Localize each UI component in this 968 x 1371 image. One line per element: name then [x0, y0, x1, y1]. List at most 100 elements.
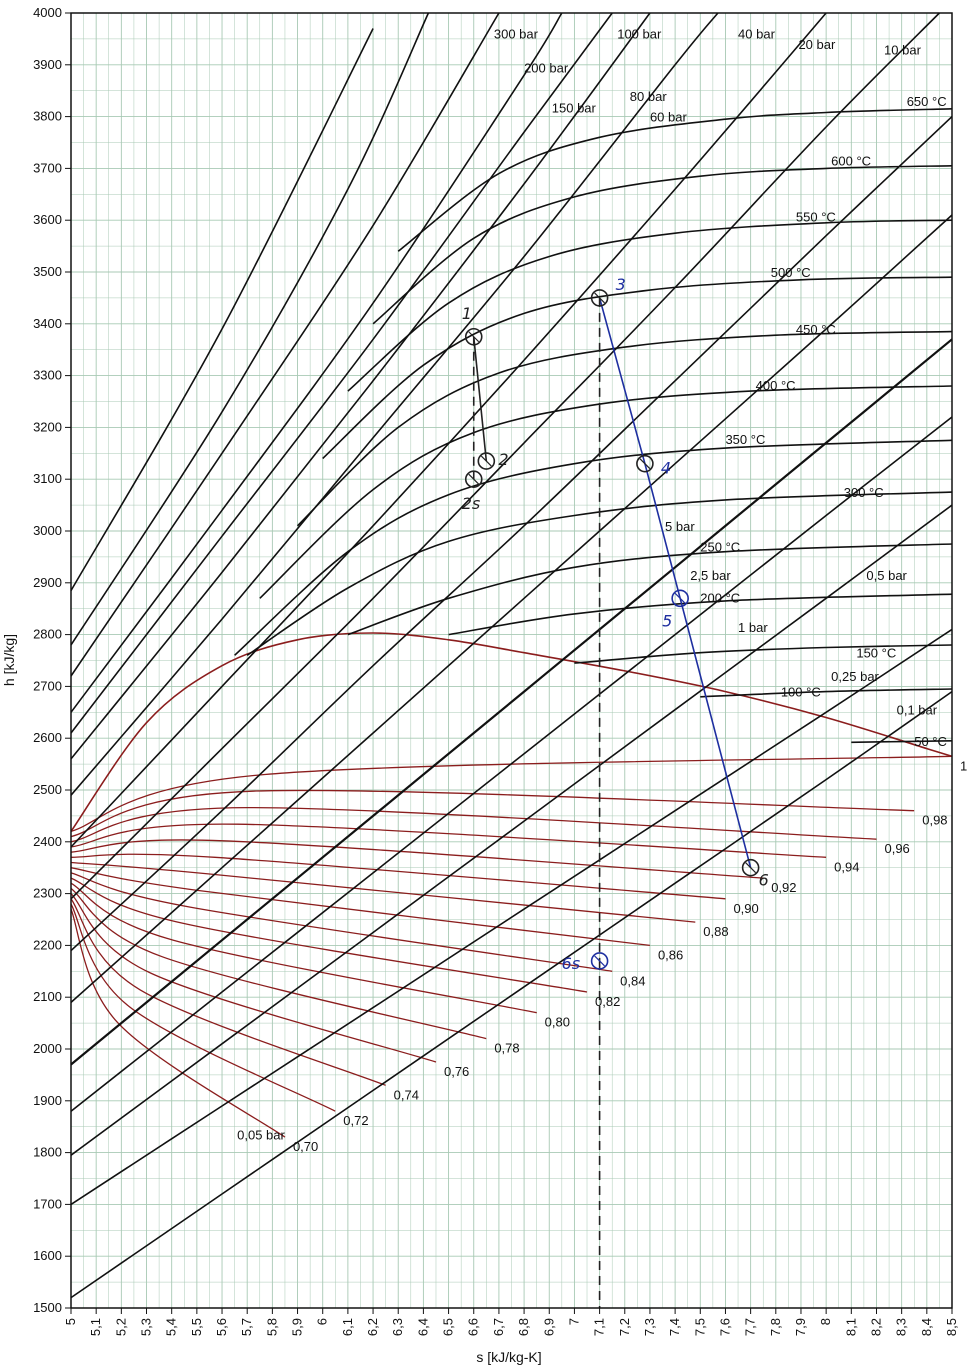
x-tick-label: 7,9	[793, 1318, 808, 1336]
y-tick-label: 4000	[33, 5, 62, 20]
state-point-label: 1	[462, 304, 472, 323]
isobar-line	[70, 12, 430, 646]
quality-line	[70, 877, 588, 993]
y-tick-label: 2600	[33, 730, 62, 745]
isotherm-line	[397, 108, 953, 252]
state-point-label: 3	[616, 275, 626, 294]
y-tick-label: 3900	[33, 57, 62, 72]
state-point-marker	[464, 470, 483, 489]
y-tick-label: 1600	[33, 1248, 62, 1263]
process-segment	[644, 463, 681, 599]
state-point-label: 6s	[562, 954, 581, 973]
x-tick-label: 8	[818, 1318, 833, 1325]
quality-line	[70, 898, 386, 1086]
isobar-line	[70, 12, 940, 900]
state-point-marker	[464, 327, 483, 346]
line-labels: 1,00 0,98 0,96 0,94 0,92 0,90 0,88 0,86 0,840,82…	[237, 27, 968, 1154]
process-segment	[679, 598, 752, 868]
x-tick-label: 6	[315, 1318, 330, 1325]
state-point-marker	[671, 589, 689, 608]
isotherm-label: 400 °C	[756, 378, 796, 393]
isobar-line	[70, 12, 500, 677]
isobar-label: 1 bar	[738, 620, 768, 635]
plot-frame	[70, 12, 953, 1309]
y-tick-label: 3200	[33, 419, 62, 434]
state-point-marker	[590, 952, 609, 970]
isobar-label: 100 bar	[617, 27, 662, 42]
isotherm-label: 100 °C	[781, 685, 821, 700]
process-segment	[598, 297, 646, 464]
state-point-cross	[594, 292, 606, 304]
y-tick-label: 2300	[33, 886, 62, 901]
isobar-label: 0,05 bar	[237, 1127, 285, 1142]
y-tick-label: 2900	[33, 575, 62, 590]
isobar-line	[70, 504, 953, 1156]
isotherm-label: 300 °C	[844, 485, 884, 500]
y-tick-label: 2400	[33, 834, 62, 849]
state-point-label: 5	[662, 611, 672, 630]
y-tick-label: 1900	[33, 1093, 62, 1108]
quality-lines	[70, 632, 953, 1138]
isobar-line	[70, 116, 953, 952]
quality-line	[70, 903, 336, 1112]
x-tick-label: 5,6	[214, 1318, 229, 1336]
state-point-label: 6	[759, 871, 769, 890]
y-tick-label: 2200	[33, 937, 62, 952]
quality-label: 0,88	[703, 924, 728, 939]
isobar-line	[70, 338, 953, 1066]
quality-line	[70, 893, 437, 1063]
x-tick-label: 6,1	[340, 1318, 355, 1336]
y-tick-label: 3800	[33, 109, 62, 124]
quality-label: 0,72	[343, 1113, 368, 1128]
y-tick-label: 3600	[33, 212, 62, 227]
y-tick-label: 3400	[33, 316, 62, 331]
isobar-label: 60 bar	[650, 110, 688, 125]
quality-line	[70, 882, 537, 1014]
quality-line	[70, 867, 650, 947]
x-tick-label: 8,1	[843, 1318, 858, 1336]
x-tick-label: 5,5	[189, 1318, 204, 1336]
state-point-label: 4	[661, 459, 671, 478]
x-tick-label: 5	[63, 1318, 78, 1325]
isobar-label: 150 bar	[552, 100, 597, 115]
state-point-label: 2s	[462, 494, 481, 513]
isobar-label: 40 bar	[738, 27, 776, 42]
isotherm-label: 450 °C	[796, 322, 836, 337]
x-tick-label: 5,2	[113, 1318, 128, 1336]
state-point-marker	[636, 454, 654, 473]
quality-label: 0,80	[545, 1015, 570, 1030]
isobar-label: 10 bar	[884, 42, 922, 57]
isobar-line	[70, 628, 953, 1206]
state-point-marker	[741, 858, 760, 877]
x-tick-label: 7	[566, 1318, 581, 1325]
x-tick-label: 7,5	[692, 1318, 707, 1336]
isotherm-label: 600 °C	[831, 154, 871, 169]
grid	[70, 12, 953, 1309]
quality-label: 1,00	[960, 758, 968, 773]
isobar-label: 0,25 bar	[831, 669, 879, 684]
x-tick-label: 5,4	[164, 1318, 179, 1336]
isobar-label: 0,1 bar	[897, 703, 938, 718]
state-point-cross	[468, 473, 480, 485]
isobar-line	[70, 12, 563, 713]
state-point-cross	[480, 455, 492, 467]
y-tick-label: 3300	[33, 368, 62, 383]
state-point-label: 2	[498, 450, 508, 469]
x-tick-label: 6,9	[541, 1318, 556, 1336]
y-tick-label: 1500	[33, 1300, 62, 1315]
x-tick-label: 5,9	[290, 1318, 305, 1336]
quality-label: 0,98	[922, 813, 947, 828]
isotherm-label: 200 °C	[700, 590, 740, 605]
x-tick-label: 7,1	[592, 1318, 607, 1336]
y-tick-label: 3000	[33, 523, 62, 538]
quality-line	[70, 872, 613, 972]
state-point-cross	[468, 331, 480, 343]
quality-line	[70, 853, 726, 900]
isotherm-line	[347, 543, 953, 636]
quality-line	[70, 789, 915, 838]
quality-label: 0,96	[884, 841, 909, 856]
x-tick-label: 7,3	[642, 1318, 657, 1336]
isobar-label: 200 bar	[524, 60, 569, 75]
isotherm-line	[296, 330, 953, 527]
y-tick-label: 2700	[33, 678, 62, 693]
